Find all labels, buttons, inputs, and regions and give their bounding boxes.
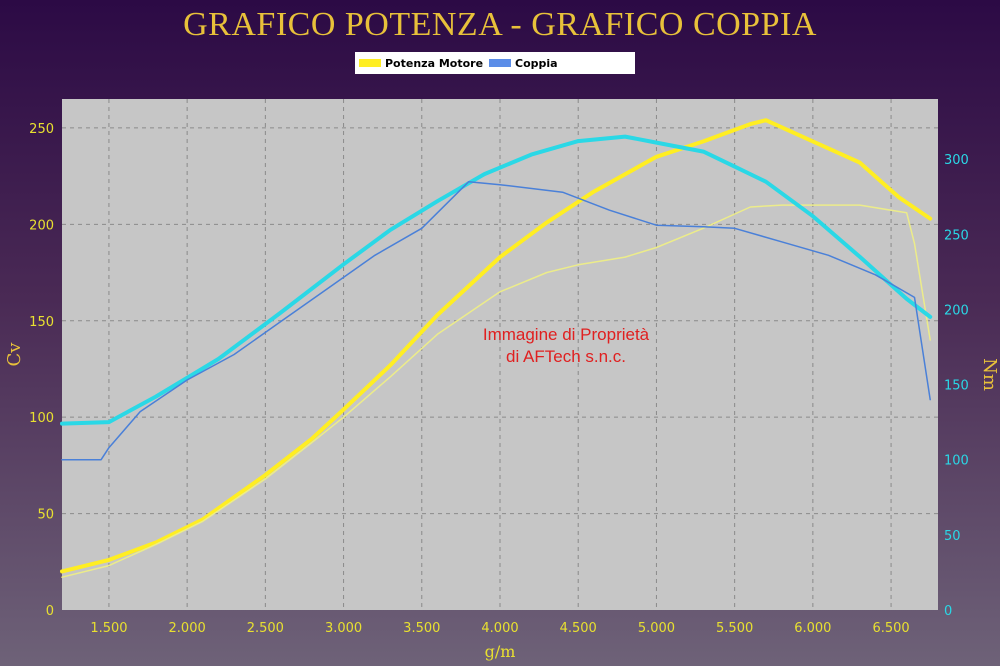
x-tick-label: 3.500 [403, 621, 440, 636]
series-line-potenza-motore-base [61, 204, 931, 578]
x-tick-label: 6.500 [872, 621, 909, 636]
y-left-tick-label: 150 [29, 315, 54, 330]
y-right-tick-label: 50 [944, 529, 961, 544]
x-tick-label: 1.500 [90, 621, 127, 636]
y-right-tick-label: 100 [944, 454, 969, 469]
y-left-tick-label: 100 [29, 411, 54, 426]
legend-item-torque: Coppia [489, 57, 558, 70]
x-tick-label: 4.500 [560, 621, 597, 636]
series-line-coppia-base [61, 180, 931, 461]
x-tick-label: 5.500 [716, 621, 753, 636]
x-tick-label: 2.000 [169, 621, 206, 636]
legend-label-power: Potenza Motore [385, 56, 484, 70]
x-tick-label: 6.000 [794, 621, 831, 636]
y-right-tick-label: 0 [944, 604, 952, 619]
x-axis-label: g/m [485, 642, 516, 661]
legend-item-power: Potenza Motore [359, 57, 483, 70]
legend-swatch-torque [489, 59, 512, 67]
series-line-potenza-motore [60, 118, 933, 574]
y-right-tick-label: 300 [944, 153, 969, 168]
legend-swatch-power [359, 59, 381, 67]
y-right-tick-label: 250 [944, 228, 969, 243]
y-right-tick-label: 150 [944, 379, 969, 394]
legend-label-torque: Coppia [515, 56, 558, 70]
y-axis-label-left: Cv [4, 342, 25, 367]
series-line-coppia [60, 134, 933, 426]
watermark-line: di AFTech s.n.c. [506, 347, 626, 366]
legend: Potenza Motore Coppia [355, 52, 635, 74]
y-left-tick-label: 50 [37, 508, 54, 523]
y-left-tick-label: 0 [46, 604, 54, 619]
watermark-line: Immagine di Proprietà [483, 325, 650, 344]
y-left-tick-label: 250 [29, 122, 54, 137]
x-tick-label: 2.500 [247, 621, 284, 636]
y-right-tick-label: 200 [944, 303, 969, 318]
y-left-tick-label: 200 [29, 218, 54, 233]
x-tick-label: 3.000 [325, 621, 362, 636]
x-tick-label: 5.000 [638, 621, 675, 636]
chart-title: GRAFICO POTENZA - GRAFICO COPPIA [183, 6, 817, 43]
x-tick-label: 4.000 [481, 621, 518, 636]
y-axis-label-right: Nm [979, 358, 1000, 391]
